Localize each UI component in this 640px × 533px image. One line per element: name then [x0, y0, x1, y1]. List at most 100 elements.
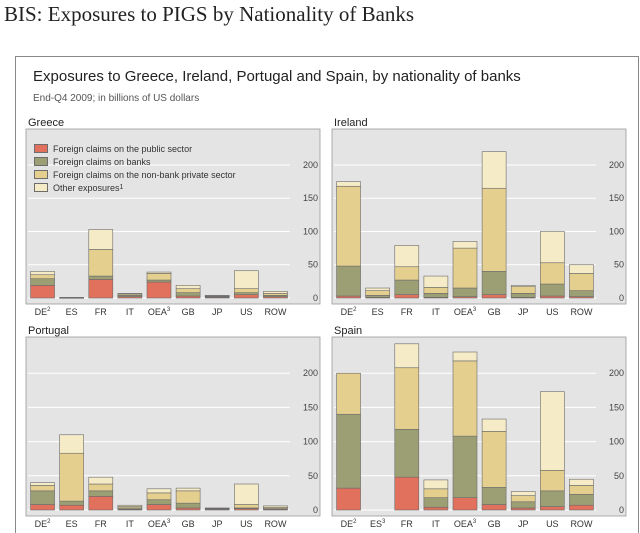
y-tick-label: 200: [609, 368, 624, 378]
bar-segment-other: [117, 293, 143, 295]
bar-segment-banks: [510, 501, 536, 509]
x-tick-label: GB: [488, 307, 501, 317]
bar-segment-other: [146, 488, 172, 494]
bar-segment-banks: [423, 293, 449, 298]
bar-segment-non-bank-private: [423, 488, 449, 498]
y-tick-label: 0: [619, 505, 624, 515]
bar-segment-other: [234, 270, 259, 289]
bar-segment-non-bank-private: [569, 273, 594, 291]
bar-segment-public-sector: [59, 504, 84, 511]
legend-item-public-sector: Foreign claims on the public sector: [34, 142, 236, 155]
x-tick-label: US: [546, 519, 559, 529]
bar-segment-banks: [175, 502, 201, 509]
bar-segment-banks: [88, 490, 114, 497]
bar-segment-public-sector: [452, 497, 478, 511]
bar-segment-other: [423, 479, 449, 490]
bar-segment-non-bank-private: [88, 483, 114, 492]
bar-segment-other: [204, 507, 230, 509]
bar-segment-banks: [394, 428, 420, 478]
bar-segment-other: [30, 271, 55, 276]
panel-title-bg: [24, 115, 322, 129]
x-tick-label: JP: [212, 519, 223, 529]
figure-title: Exposures to Greece, Ireland, Portugal a…: [33, 68, 521, 85]
x-tick-footnote-mark: 2: [47, 307, 51, 313]
x-tick-label: IT: [432, 307, 441, 317]
y-tick-label: 100: [303, 226, 318, 236]
y-tick-label: 100: [609, 226, 624, 236]
x-tick-footnote-mark: 2: [47, 519, 51, 525]
y-tick-label: 0: [619, 293, 624, 303]
y-tick-label: 50: [614, 260, 624, 270]
bar-segment-non-bank-private: [234, 288, 259, 293]
bar-segment-non-bank-private: [452, 360, 478, 437]
x-tick-label: DE2: [35, 307, 52, 317]
y-tick-label: 50: [308, 471, 318, 481]
x-tick-label: FR: [95, 519, 107, 529]
bar-segment-banks: [88, 275, 114, 280]
legend-item-other: Other exposures 1: [34, 181, 236, 194]
x-tick-footnote-mark: 3: [382, 519, 386, 525]
x-tick-label: ROW: [570, 519, 593, 529]
bar-segment-non-bank-private: [88, 249, 114, 277]
bar-segment-public-sector: [423, 506, 449, 511]
x-tick-label: OEA3: [148, 519, 171, 529]
x-tick-label: GB: [182, 519, 195, 529]
bar-segment-public-sector: [30, 285, 55, 299]
bar-segment-non-bank-private: [30, 274, 55, 280]
bar-segment-other: [510, 285, 536, 287]
bar-segment-banks: [452, 435, 478, 498]
x-tick-footnote-mark: 3: [167, 519, 171, 525]
bar-segment-other: [175, 487, 201, 492]
bar-segment-non-bank-private: [30, 485, 55, 492]
x-tick-label: ES: [372, 307, 384, 317]
bar-segment-banks: [336, 413, 361, 489]
bar-segment-public-sector: [394, 294, 420, 299]
legend-footnote-mark: 1: [119, 184, 124, 191]
bar-segment-other: [394, 343, 420, 369]
legend-label: Foreign claims on the non-bank private s…: [53, 169, 236, 180]
x-tick-label: US: [240, 519, 253, 529]
bar-segment-public-sector: [481, 294, 507, 299]
bar-segment-other: [569, 264, 594, 274]
y-tick-label: 150: [303, 402, 318, 412]
x-tick-label: IT: [126, 519, 135, 529]
y-tick-label: 200: [303, 160, 318, 170]
bar-segment-non-bank-private: [423, 287, 449, 294]
bar-segment-non-bank-private: [569, 485, 594, 495]
ireland-panel: Ireland 0 50 100 150 200 DE2 ES FR IT OEA3 GB JP US RO…: [330, 115, 628, 317]
bar-segment-banks: [423, 497, 449, 508]
x-tick-label: GB: [182, 307, 195, 317]
bar-segment-other: [481, 418, 507, 432]
bar-segment-banks: [146, 499, 172, 505]
legend-item-banks: Foreign claims on banks: [34, 155, 236, 168]
plot-area: [25, 128, 321, 305]
bar-segment-banks: [394, 279, 420, 295]
panel-title-bg: [330, 323, 628, 337]
legend-swatch: [34, 183, 48, 192]
page-title: BIS: Exposures to PIGS by Nationality of…: [4, 2, 415, 26]
x-tick-footnote-mark: 3: [473, 307, 477, 313]
plot-area: [331, 336, 627, 517]
bar-segment-public-sector: [234, 294, 259, 299]
x-tick-label: ES3: [370, 519, 386, 529]
bar-segment-other: [204, 295, 230, 297]
bar-segment-banks: [30, 278, 55, 286]
bar-segment-other: [117, 504, 143, 507]
y-tick-label: 150: [609, 193, 624, 203]
bar-segment-non-bank-private: [336, 372, 361, 415]
x-tick-label: JP: [212, 307, 223, 317]
bar-segment-public-sector: [569, 504, 594, 511]
x-tick-footnote-mark: 2: [353, 307, 357, 313]
bar-segment-other: [540, 231, 565, 264]
bar-segment-other: [481, 151, 507, 189]
y-tick-label: 150: [609, 402, 624, 412]
bar-segment-non-bank-private: [510, 495, 536, 503]
x-tick-footnote-mark: 3: [167, 307, 171, 313]
legend-label: Other exposures: [53, 182, 120, 193]
x-tick-label: OEA3: [454, 519, 477, 529]
bar-segment-other: [452, 351, 478, 362]
bar-segment-banks: [510, 293, 536, 298]
y-tick-label: 50: [614, 471, 624, 481]
bar-segment-banks: [540, 490, 565, 507]
bar-segment-non-bank-private: [394, 367, 420, 430]
